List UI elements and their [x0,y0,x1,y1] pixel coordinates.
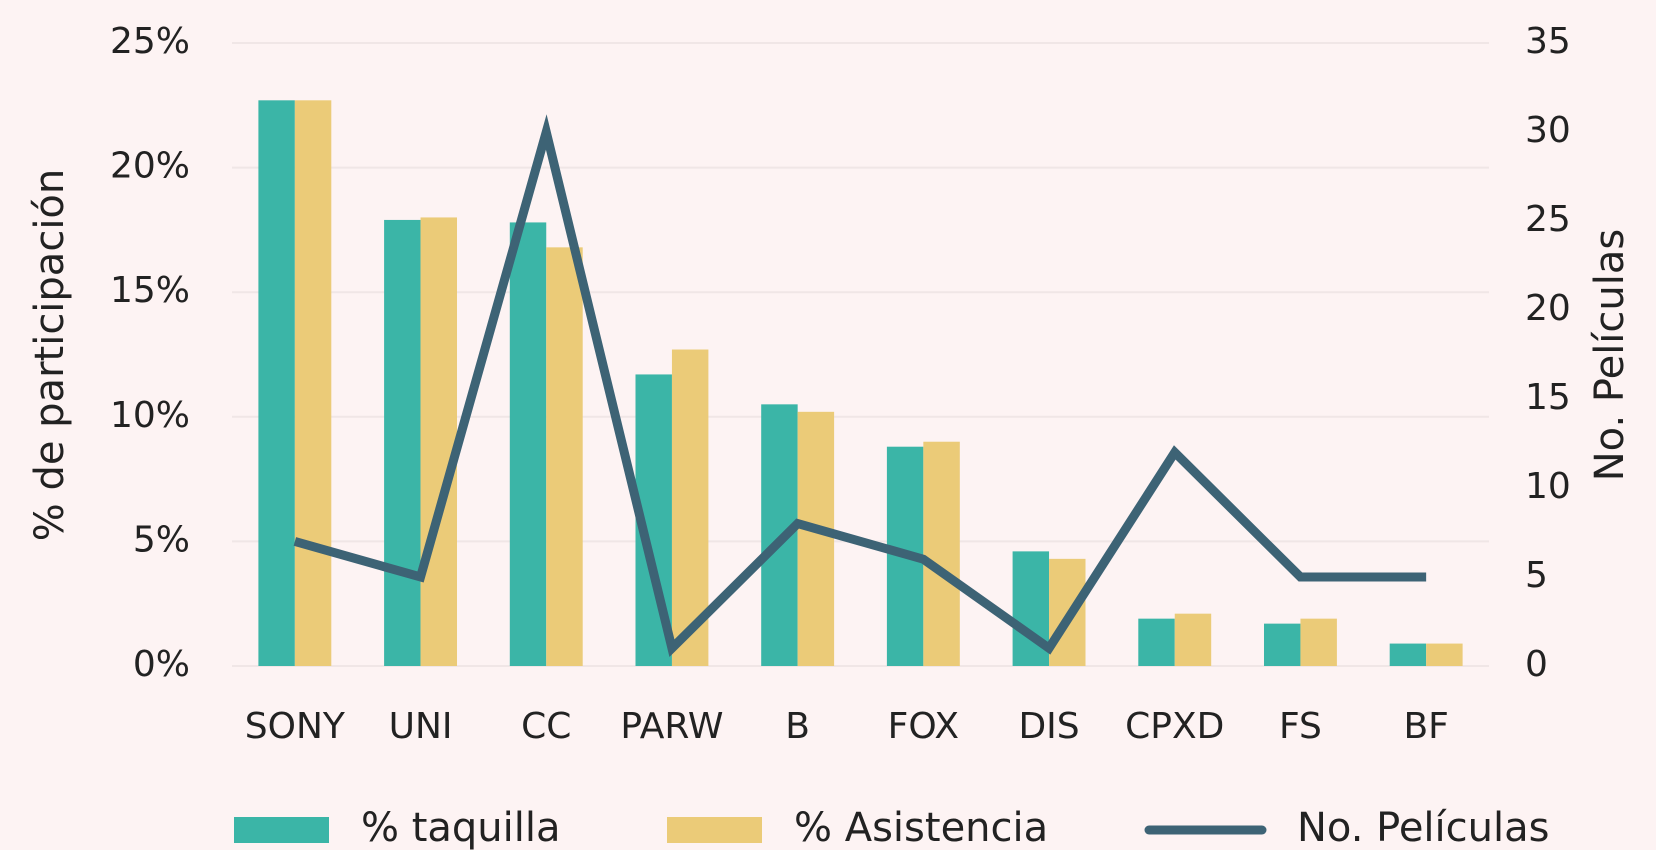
legend-swatch [234,817,329,843]
bar [509,222,547,666]
x-tick-label: CC [521,706,571,747]
bar [384,219,421,666]
y2-tick-label: 25 [1525,199,1571,240]
x-tick-label: PARW [620,706,723,747]
x-tick-label: UNI [389,706,453,747]
x-tick-label: DIS [1018,706,1079,747]
y-tick-label: 10% [110,395,190,436]
x-tick-label: B [785,706,810,747]
y2-tick-label: 0 [1525,644,1548,685]
y-tick-label: 0% [133,644,190,685]
bar [797,411,835,666]
y-tick-label: 15% [110,270,190,311]
bar [1263,623,1301,666]
bar [1138,618,1175,666]
legend-swatch [667,817,762,843]
bar [420,217,458,666]
y-tick-label: 20% [110,146,190,187]
bar [546,247,583,666]
legend-label: No. Películas [1297,805,1549,850]
y2-axis-label: No. Películas [1587,229,1633,481]
x-tick-label: FOX [888,706,959,747]
bar [294,100,332,667]
y-axis-label: % de participación [27,169,73,542]
legend-label: % taquilla [361,805,561,850]
y2-tick-label: 35 [1525,21,1571,62]
x-tick-label: CPXD [1125,706,1224,747]
bar [1300,618,1337,666]
line-series [293,114,1427,658]
bar [1426,643,1463,666]
bar [1174,613,1212,666]
y2-tick-label: 15 [1525,377,1571,418]
bar [258,100,295,667]
bar [923,441,960,666]
bar [1389,643,1427,666]
y2-tick-label: 30 [1525,110,1571,151]
x-tick-label: FS [1279,706,1322,747]
x-tick-label: BF [1403,706,1448,747]
y-tick-label: 25% [110,21,190,62]
y-tick-label: 5% [133,519,190,560]
legend-label: % Asistencia [794,805,1048,850]
y2-tick-label: 10 [1525,466,1571,507]
y2-tick-label: 20 [1525,288,1571,329]
x-tick-label: SONY [245,706,346,747]
y2-tick-label: 5 [1525,555,1548,596]
